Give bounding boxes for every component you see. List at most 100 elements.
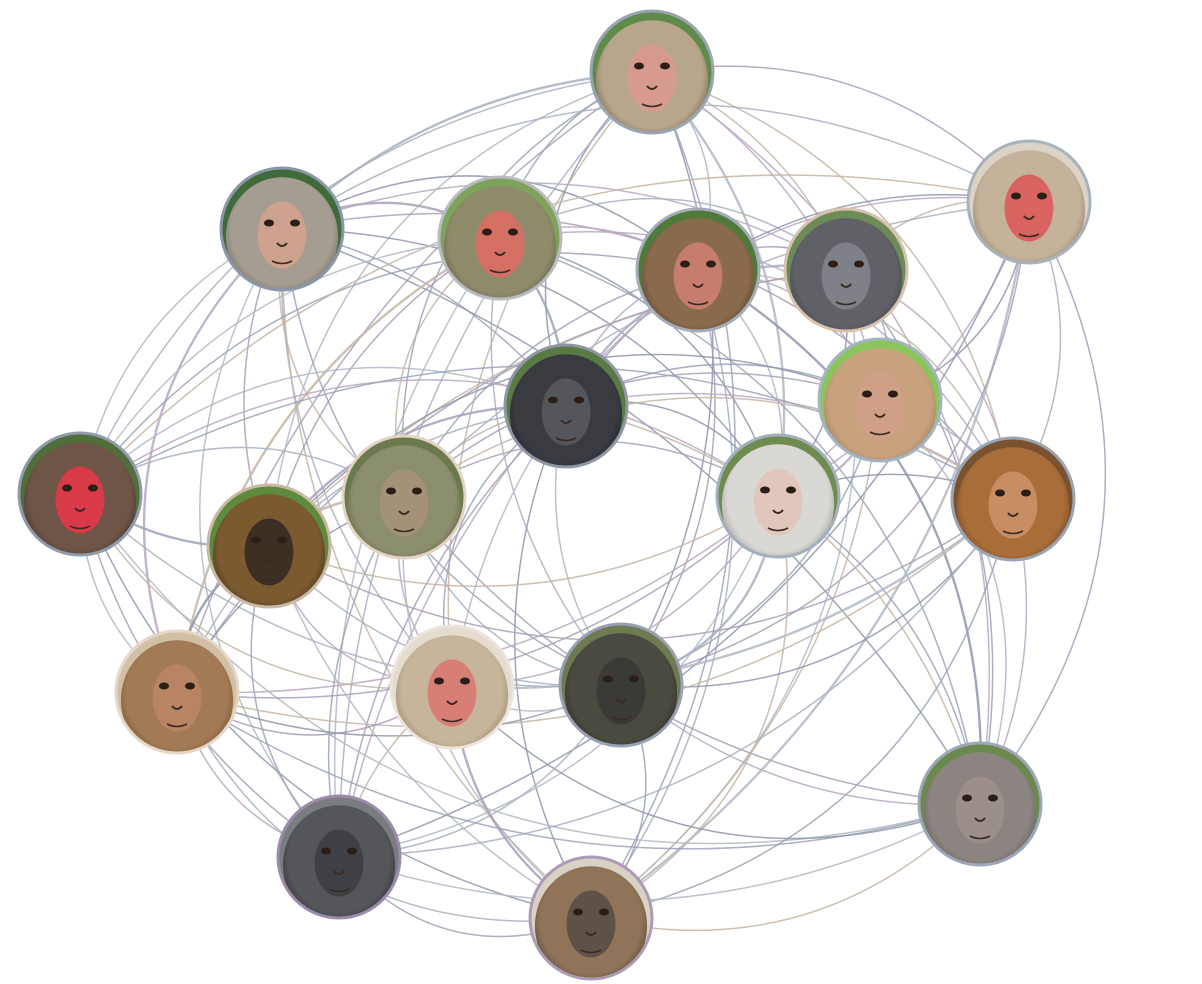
node-n7-portrait [505,345,627,467]
node-n2[interactable] [219,166,345,297]
node-n10-face [379,469,429,537]
node-n4-mouth [687,301,709,306]
node-n11-nose [263,559,275,564]
node-n10-nose [398,510,410,515]
node-n10-portrait [343,436,465,558]
node-n17[interactable] [917,741,1043,872]
edge-n13-n15 [450,497,1015,690]
node-n5-mouth [835,301,857,306]
node-n8[interactable] [817,337,943,468]
edge-n7-n18 [338,405,567,858]
node-n13-face [988,471,1038,539]
node-n1-ring [589,9,715,135]
node-n12[interactable] [715,433,841,564]
edge-n11-n19 [268,545,592,919]
edge-n10-n13 [403,396,1014,500]
node-n14-portrait [116,631,238,753]
node-n4-left-eye [680,260,690,268]
node-n19-right-eye [599,908,609,916]
node-n19-nose [585,931,597,936]
nodes-layer [17,9,1092,984]
edge-n9-n16 [79,493,622,688]
node-n17-left-eye [962,794,972,802]
node-n4-nose [692,283,704,288]
node-n15-ring [389,624,515,750]
node-n6-mouth [1018,233,1040,238]
node-n7-nose [560,419,572,424]
node-n13-nose [1007,512,1019,517]
node-n1-right-eye [660,62,670,70]
node-n18-right-eye [347,847,357,855]
node-n16-mouth [610,716,632,721]
edge-n7-n9 [79,366,567,495]
node-n1[interactable] [589,9,715,140]
edge-n3-n14 [175,236,502,694]
node-n10-mouth [393,528,415,533]
edge-n6-n18 [338,201,1030,858]
node-n13-mouth [1002,530,1024,535]
node-n13-portrait [952,438,1074,560]
node-n5-portrait [785,209,907,331]
edge-n4-n15 [451,269,699,688]
node-n15-right-eye [460,677,470,685]
node-n6-portrait [968,141,1090,263]
node-n19-face [566,890,616,958]
node-n14[interactable] [114,629,240,760]
node-n16-portrait [560,624,682,746]
edge-n2-n5 [281,182,847,271]
node-n3[interactable] [437,175,563,306]
node-n5-ring [783,207,909,333]
node-n15-nose [446,700,458,705]
node-n2-right-eye [290,219,300,227]
node-n3-nose [494,251,506,256]
node-n3-ring [437,175,563,301]
node-n7-ring [503,343,629,469]
node-n15-left-eye [434,677,444,685]
node-n14-nose [171,705,183,710]
node-n15-mouth [441,718,463,723]
node-n9-nose [74,507,86,512]
node-n5-face [821,242,871,310]
node-n9[interactable] [17,431,143,562]
node-n10[interactable] [341,434,467,565]
node-n3-portrait [439,177,561,299]
node-n15[interactable] [389,624,515,755]
node-n6[interactable] [966,139,1092,270]
node-n6-left-eye [1011,192,1021,200]
node-n3-face [475,210,525,278]
node-n19-ring [528,855,654,981]
edge-n8-n19 [590,399,881,919]
node-n5-nose [840,283,852,288]
node-n7[interactable] [503,343,629,474]
node-n8-ring [817,337,943,463]
edge-n7-n14 [176,405,567,693]
node-n15-face [427,659,477,727]
node-n17-right-eye [988,794,998,802]
node-n2-face [257,201,307,269]
node-n11[interactable] [206,483,332,614]
node-n12-left-eye [760,486,770,494]
node-n8-nose [874,413,886,418]
node-n1-portrait [591,11,713,133]
node-n1-left-eye [634,62,644,70]
node-n10-right-eye [412,487,422,495]
node-n14-face [152,664,202,732]
node-n18[interactable] [276,794,402,925]
edge-n11-n12 [268,495,779,587]
node-n7-left-eye [548,396,558,404]
node-n13[interactable] [950,436,1076,567]
edge-n9-n12 [79,379,779,497]
node-n17-face [955,776,1005,844]
node-n16[interactable] [558,622,684,753]
node-n17-mouth [969,835,991,840]
node-n4-portrait [637,209,759,331]
edge-n6-n17 [979,201,1107,805]
node-n5[interactable] [783,207,909,338]
node-n19[interactable] [528,855,654,984]
node-n4[interactable] [635,207,761,338]
edge-n4-n9 [79,252,699,495]
node-n10-left-eye [386,487,396,495]
node-n2-left-eye [264,219,274,227]
node-n3-right-eye [508,228,518,236]
node-n18-left-eye [321,847,331,855]
